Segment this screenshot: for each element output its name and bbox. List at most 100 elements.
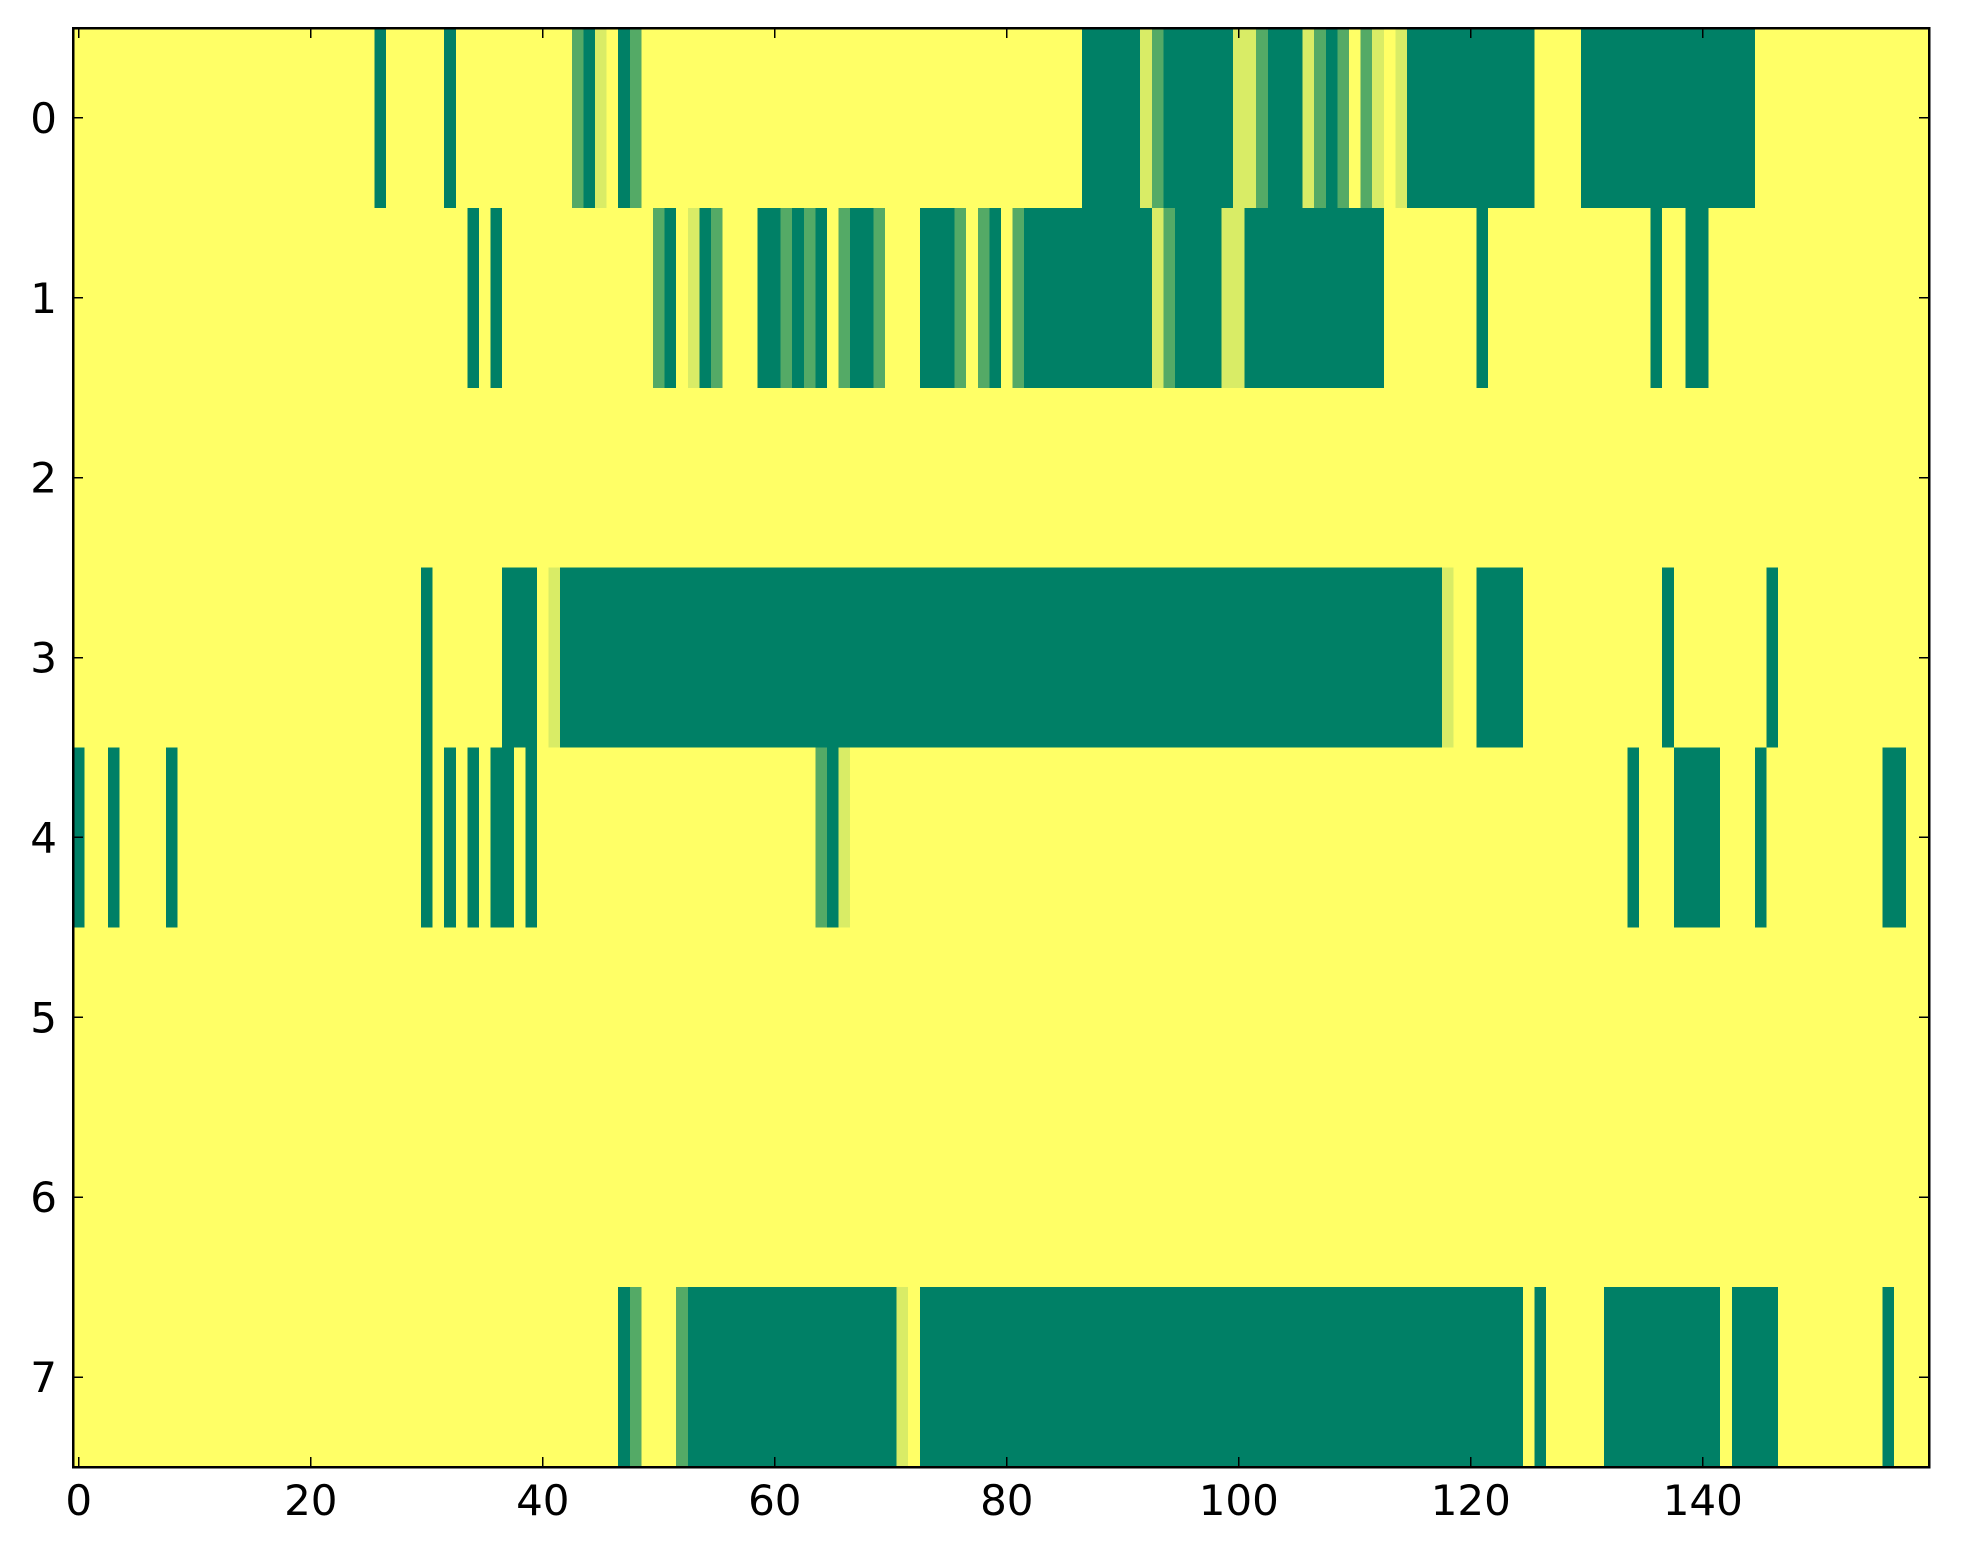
cell	[1349, 747, 1362, 928]
cell	[502, 1287, 515, 1468]
cell	[1871, 387, 1884, 569]
cell	[1731, 567, 1744, 749]
cell	[1743, 28, 1756, 209]
cell	[107, 747, 120, 928]
cell	[1175, 567, 1188, 749]
cell	[1615, 1107, 1628, 1288]
cell	[1824, 927, 1837, 1108]
cell	[1534, 1107, 1547, 1288]
cell	[769, 387, 782, 569]
cell	[1534, 28, 1547, 209]
cell	[1151, 927, 1164, 1108]
cell	[1198, 28, 1211, 209]
cell	[687, 1107, 700, 1288]
cell	[931, 207, 944, 389]
cell	[1256, 387, 1269, 569]
cell	[96, 927, 109, 1108]
cell	[1639, 1107, 1652, 1288]
cell	[502, 387, 515, 569]
cell	[1302, 28, 1315, 209]
cell	[1789, 1107, 1802, 1288]
cell	[1673, 747, 1686, 928]
cell	[1882, 927, 1895, 1108]
cell	[1685, 28, 1698, 209]
cell	[1697, 28, 1710, 209]
cell	[455, 1107, 468, 1288]
cell	[1488, 567, 1501, 749]
cell	[1778, 1287, 1791, 1468]
cell	[1024, 567, 1037, 749]
cell	[1151, 1107, 1164, 1288]
cell	[1882, 1287, 1895, 1468]
cell	[1499, 747, 1512, 928]
cell	[1465, 927, 1478, 1108]
cell	[1047, 1107, 1060, 1288]
cell	[1383, 927, 1396, 1108]
cell	[653, 567, 666, 749]
cell	[1093, 207, 1106, 389]
cell	[421, 1287, 434, 1468]
cell	[1731, 28, 1744, 209]
cell	[351, 927, 364, 1108]
cell	[1778, 567, 1791, 749]
cell	[1105, 28, 1118, 209]
cell	[421, 387, 434, 569]
cell	[873, 28, 886, 209]
cell	[107, 1287, 120, 1468]
cell	[943, 28, 956, 209]
cell	[1279, 927, 1292, 1108]
cell	[1012, 747, 1025, 928]
cell	[548, 1287, 561, 1468]
cell	[687, 567, 700, 749]
cell	[1813, 28, 1826, 209]
cell	[641, 1287, 654, 1468]
cell	[339, 387, 352, 569]
cell	[247, 927, 260, 1108]
cell	[1407, 1107, 1420, 1288]
cell	[629, 387, 642, 569]
cell	[490, 207, 503, 389]
cell	[1128, 747, 1141, 928]
cell	[1418, 747, 1431, 928]
cell	[1534, 387, 1547, 569]
cell	[571, 1287, 584, 1468]
cell	[780, 927, 793, 1108]
cell	[409, 28, 422, 209]
cell	[1395, 927, 1408, 1108]
cell	[1279, 387, 1292, 569]
cell	[1546, 387, 1559, 569]
cell	[537, 207, 550, 389]
cell	[444, 747, 457, 928]
cell	[1569, 1287, 1582, 1468]
cell	[966, 387, 979, 569]
cell	[177, 567, 190, 749]
cell	[154, 387, 167, 569]
cell	[351, 1107, 364, 1288]
cell	[722, 747, 735, 928]
cell	[989, 207, 1002, 389]
cell	[1024, 207, 1037, 389]
cell	[780, 207, 793, 389]
cell	[896, 567, 909, 749]
cell	[537, 1107, 550, 1288]
cell	[1209, 207, 1222, 389]
cell	[1546, 28, 1559, 209]
cell	[1035, 567, 1048, 749]
cell	[792, 28, 805, 209]
cell	[1708, 567, 1721, 749]
cell	[270, 207, 283, 389]
cell	[1418, 1287, 1431, 1468]
cell	[1325, 28, 1338, 209]
cell	[827, 28, 840, 209]
cell	[1604, 1107, 1617, 1288]
cell	[1209, 1107, 1222, 1288]
cell	[931, 927, 944, 1108]
cell	[1337, 747, 1350, 928]
cell	[1847, 567, 1860, 749]
cell	[1465, 567, 1478, 749]
cell	[165, 1287, 178, 1468]
cell	[1441, 28, 1454, 209]
cell	[1151, 207, 1164, 389]
cell	[479, 747, 492, 928]
x-tick-label: 100	[1199, 1476, 1279, 1525]
